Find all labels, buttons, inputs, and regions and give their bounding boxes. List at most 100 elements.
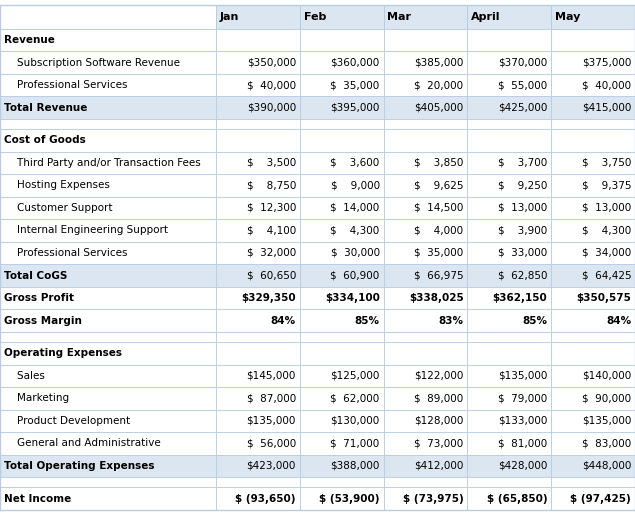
Text: $135,000: $135,000	[246, 416, 296, 426]
Text: Gross Profit: Gross Profit	[4, 293, 74, 303]
Bar	[216, 29, 300, 52]
Bar	[551, 129, 635, 151]
Bar	[0, 5, 216, 29]
Bar	[551, 365, 635, 387]
Bar	[300, 96, 384, 119]
Text: $  14,000: $ 14,000	[330, 203, 380, 213]
Text: $  71,000: $ 71,000	[330, 438, 380, 449]
Text: $  13,000: $ 13,000	[582, 203, 631, 213]
Text: $  12,300: $ 12,300	[246, 203, 296, 213]
Bar	[300, 151, 384, 174]
Bar	[216, 342, 300, 365]
Text: Professional Services: Professional Services	[4, 80, 127, 90]
Bar	[300, 455, 384, 477]
Bar	[0, 487, 216, 510]
Bar	[216, 129, 300, 151]
Bar	[216, 487, 300, 510]
Text: $ (97,425): $ (97,425)	[570, 493, 631, 504]
Bar	[551, 310, 635, 332]
Text: $  66,975: $ 66,975	[414, 270, 464, 281]
Bar	[384, 174, 467, 197]
Text: $ (93,650): $ (93,650)	[236, 493, 296, 504]
Bar	[551, 219, 635, 242]
Bar	[384, 96, 467, 119]
Bar	[216, 151, 300, 174]
Text: 85%: 85%	[523, 316, 547, 325]
Text: $  79,000: $ 79,000	[498, 393, 547, 403]
Bar	[551, 74, 635, 96]
Bar	[300, 119, 384, 129]
Text: Subscription Software Revenue: Subscription Software Revenue	[4, 58, 180, 67]
Bar	[551, 119, 635, 129]
Text: $415,000: $415,000	[582, 102, 631, 113]
Text: $  60,900: $ 60,900	[330, 270, 380, 281]
Bar	[300, 174, 384, 197]
Bar	[0, 365, 216, 387]
Bar	[300, 219, 384, 242]
Bar	[384, 219, 467, 242]
Bar	[384, 342, 467, 365]
Text: $360,000: $360,000	[330, 58, 380, 67]
Text: April: April	[471, 12, 500, 22]
Bar	[0, 264, 216, 287]
Bar	[384, 432, 467, 455]
Text: Revenue: Revenue	[4, 35, 55, 45]
Bar	[0, 332, 216, 342]
Text: $  32,000: $ 32,000	[246, 248, 296, 258]
Bar	[384, 29, 467, 52]
Text: $    8,750: $ 8,750	[246, 180, 296, 191]
Bar	[467, 409, 551, 432]
Bar	[0, 52, 216, 74]
Bar	[0, 129, 216, 151]
Bar	[300, 129, 384, 151]
Bar	[384, 477, 467, 487]
Bar	[0, 409, 216, 432]
Text: $145,000: $145,000	[246, 371, 296, 381]
Bar	[300, 29, 384, 52]
Text: $130,000: $130,000	[330, 416, 380, 426]
Text: $128,000: $128,000	[414, 416, 464, 426]
Bar	[384, 5, 467, 29]
Text: $ (53,900): $ (53,900)	[319, 493, 380, 504]
Text: $  33,000: $ 33,000	[498, 248, 547, 258]
Text: $    3,600: $ 3,600	[330, 158, 380, 168]
Bar	[0, 74, 216, 96]
Bar	[216, 264, 300, 287]
Bar	[216, 365, 300, 387]
Text: $395,000: $395,000	[330, 102, 380, 113]
Text: $350,000: $350,000	[246, 58, 296, 67]
Text: $  62,000: $ 62,000	[330, 393, 380, 403]
Bar	[216, 96, 300, 119]
Bar	[216, 332, 300, 342]
Bar	[216, 219, 300, 242]
Bar	[0, 287, 216, 310]
Bar	[300, 197, 384, 219]
Bar	[551, 409, 635, 432]
Text: $    3,750: $ 3,750	[582, 158, 631, 168]
Bar	[384, 197, 467, 219]
Bar	[216, 174, 300, 197]
Bar	[216, 242, 300, 264]
Bar	[467, 151, 551, 174]
Bar	[551, 96, 635, 119]
Bar	[384, 52, 467, 74]
Bar	[384, 242, 467, 264]
Bar	[216, 432, 300, 455]
Text: $334,100: $334,100	[325, 293, 380, 303]
Bar	[300, 242, 384, 264]
Bar	[467, 365, 551, 387]
Bar	[551, 455, 635, 477]
Bar	[551, 5, 635, 29]
Bar	[0, 119, 216, 129]
Bar	[551, 29, 635, 52]
Text: $428,000: $428,000	[498, 461, 547, 471]
Bar	[216, 119, 300, 129]
Bar	[0, 29, 216, 52]
Bar	[384, 387, 467, 409]
Text: $448,000: $448,000	[582, 461, 631, 471]
Bar	[384, 409, 467, 432]
Bar	[384, 74, 467, 96]
Text: Customer Support: Customer Support	[4, 203, 112, 213]
Text: Jan: Jan	[220, 12, 239, 22]
Bar	[467, 242, 551, 264]
